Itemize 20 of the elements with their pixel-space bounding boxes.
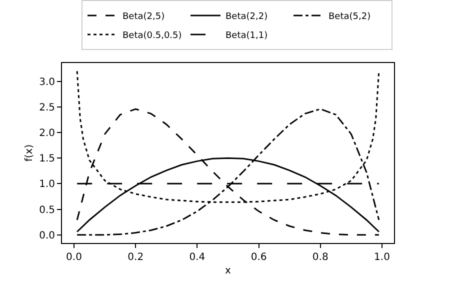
x-tick-label: 1.0	[374, 252, 390, 263]
x-tick-label: 0.0	[66, 252, 82, 263]
x-tick-label: 0.6	[250, 252, 267, 263]
y-tick-label: 3.0	[39, 76, 55, 88]
y-tick-label: 0.0	[39, 230, 55, 242]
y-tick-label: 2.5	[39, 102, 55, 114]
y-tick-label: 1.5	[39, 154, 55, 165]
legend-label: Beta(0.5,0.5)	[122, 31, 182, 42]
legend-label: Beta(2,5)	[122, 12, 165, 22]
y-tick-label: 0.5	[39, 204, 55, 216]
x-tick-label: 0.2	[128, 252, 144, 263]
y-axis-title: f(x)	[24, 144, 36, 162]
x-tick-label: 0.8	[312, 252, 328, 263]
legend-label: Beta(1,1)	[226, 31, 268, 42]
y-tick-label: 2.0	[39, 128, 55, 140]
legend-label: Beta(2,2)	[226, 12, 268, 22]
x-axis-title: x	[225, 266, 232, 276]
x-tick-label: 0.4	[189, 252, 206, 263]
legend-label: Beta(5,2)	[328, 12, 371, 22]
y-tick-label: 1.0	[39, 179, 55, 190]
